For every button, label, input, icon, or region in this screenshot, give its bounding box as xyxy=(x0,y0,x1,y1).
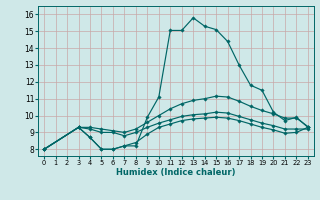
X-axis label: Humidex (Indice chaleur): Humidex (Indice chaleur) xyxy=(116,168,236,177)
